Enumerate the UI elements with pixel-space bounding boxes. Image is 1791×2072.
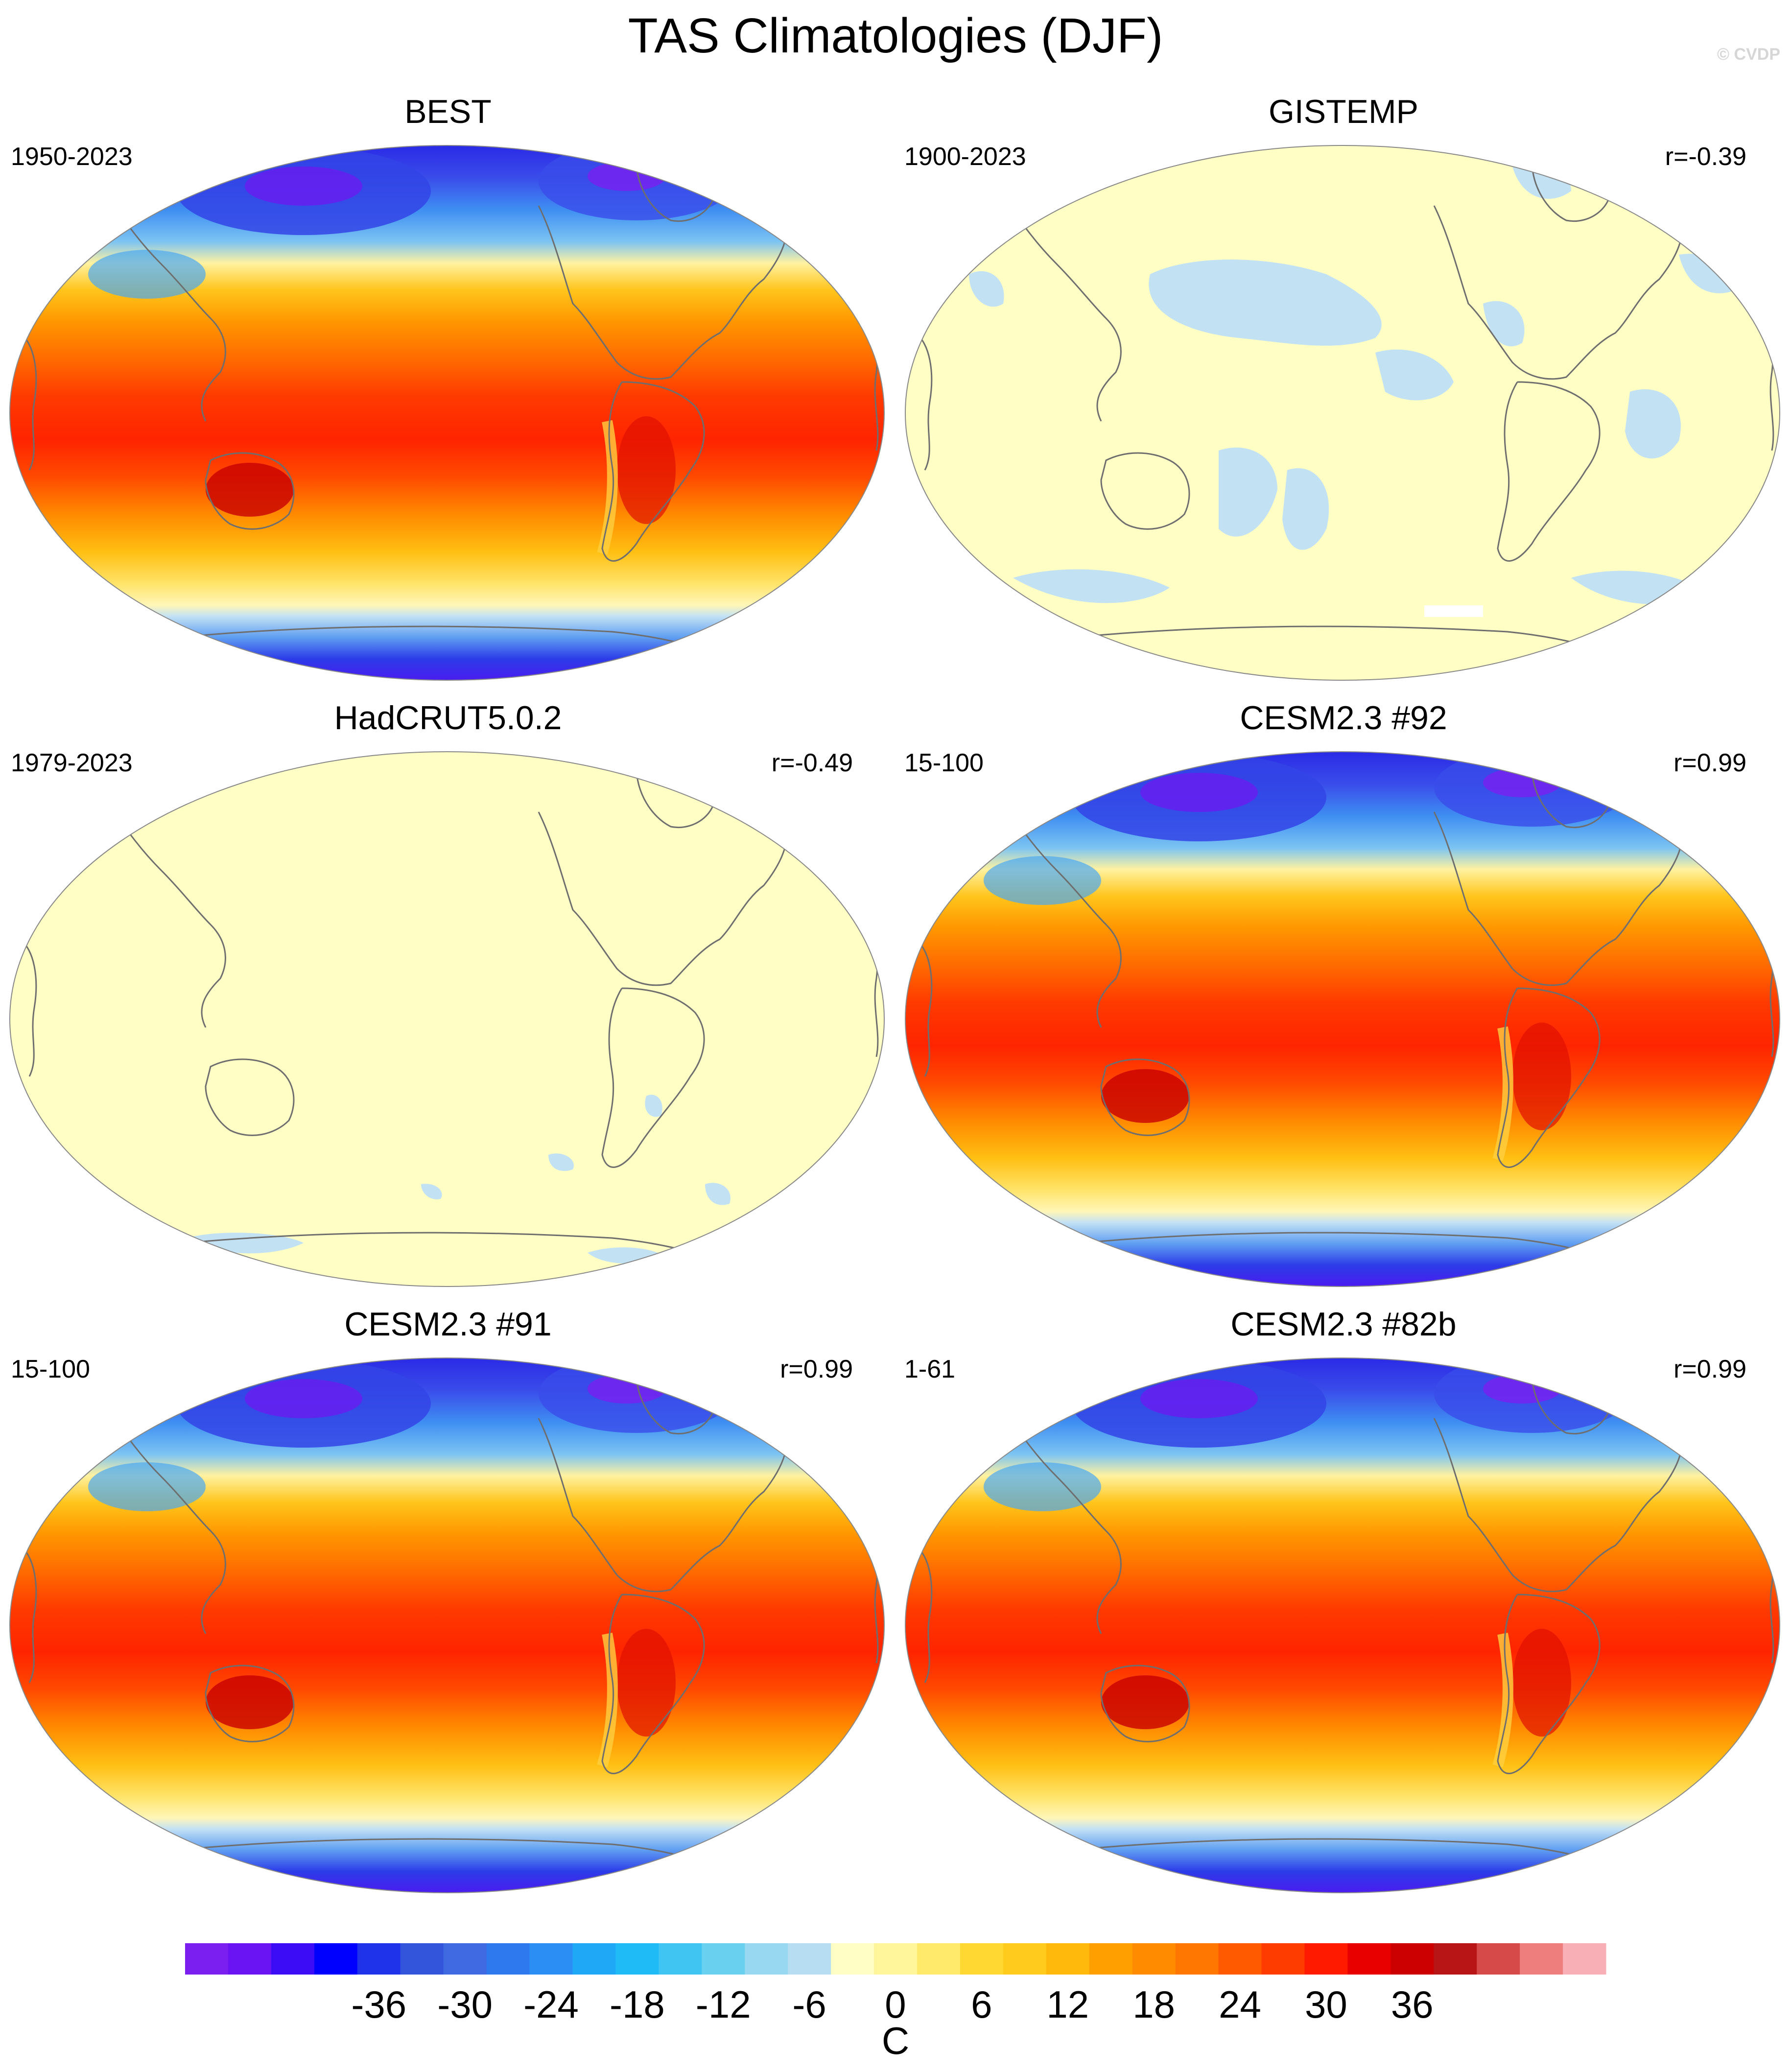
- colorbar-tick-label: 30: [1305, 1983, 1347, 2026]
- colorbar-swatch: [1563, 1943, 1606, 1975]
- colorbar-swatch: [917, 1943, 961, 1975]
- panel-correlation: r=-0.39: [1665, 143, 1746, 171]
- colorbar-swatch: [702, 1943, 745, 1975]
- colorbar-swatch: [1261, 1943, 1305, 1975]
- colorbar-tick-label: 12: [1046, 1983, 1089, 2026]
- colorbar-tick-label: -18: [609, 1983, 665, 2026]
- map-panel-best: BEST 1950-2023: [0, 0, 896, 681]
- colorbar-swatch: [1304, 1943, 1348, 1975]
- colorbar-swatch: [357, 1943, 401, 1975]
- map-panel-cesm-82b: CESM2.3 #82b 1-61 r=0.99: [896, 1213, 1791, 1893]
- colorbar-swatch: [572, 1943, 616, 1975]
- colorbar-unit-label: C: [881, 2019, 910, 2062]
- colorbar-tick-label: -30: [437, 1983, 493, 2026]
- colorbar-swatch: [1046, 1943, 1090, 1975]
- panel-period: 15-100: [904, 749, 984, 777]
- colorbar-swatch: [1520, 1943, 1563, 1975]
- colorbar-swatch: [788, 1943, 831, 1975]
- panel-correlation: r=0.99: [1673, 749, 1746, 777]
- colorbar-swatch: [1003, 1943, 1047, 1975]
- colorbar-swatch: [1132, 1943, 1176, 1975]
- panel-correlation: r=0.99: [780, 1355, 853, 1383]
- panel-correlation: r=-0.49: [771, 749, 853, 777]
- colorbar-tick-label: -6: [792, 1983, 826, 2026]
- map-plot: [905, 751, 1780, 1287]
- colorbar-swatch: [1175, 1943, 1219, 1975]
- colorbar-tick-label: 18: [1132, 1983, 1176, 2026]
- colorbar-swatch: [960, 1943, 1004, 1975]
- colorbar-swatch: [400, 1943, 444, 1975]
- colorbar-swatch: [1477, 1943, 1520, 1975]
- map-panel-hadcrut: HadCRUT5.0.2 1979-2023 r=-0.49: [0, 606, 896, 1287]
- panel-period: 15-100: [11, 1355, 90, 1383]
- colorbar-tick-label: 0: [885, 1983, 906, 2026]
- panel-title: HadCRUT5.0.2: [334, 699, 562, 737]
- colorbar-tick-label: 36: [1390, 1983, 1434, 2026]
- panel-title: CESM2.3 #92: [1240, 699, 1447, 737]
- colorbar-swatch: [1434, 1943, 1477, 1975]
- colorbar-swatch: [1089, 1943, 1133, 1975]
- colorbar-swatch: [314, 1943, 358, 1975]
- colorbar-tick-label: -36: [351, 1983, 407, 2026]
- colorbar-tick-label: -24: [523, 1983, 579, 2026]
- map-panel-cesm-91: CESM2.3 #91 15-100 r=0.99: [0, 1213, 896, 1893]
- colorbar-tick-label: 24: [1219, 1983, 1261, 2026]
- map-plot: [905, 1358, 1780, 1893]
- colorbar-swatch: [831, 1943, 874, 1975]
- panel-period: 1-61: [904, 1355, 956, 1383]
- cvdp-credit: © CVDP: [1717, 45, 1780, 64]
- colorbar-swatch: [1347, 1943, 1391, 1975]
- map-plot: [9, 145, 885, 681]
- colorbar-tick-label: 6: [971, 1983, 992, 2026]
- colorbar-swatch: [271, 1943, 315, 1975]
- panel-period: 1979-2023: [11, 749, 133, 777]
- panel-period: 1900-2023: [904, 143, 1026, 171]
- colorbar-swatch: [486, 1943, 530, 1975]
- colorbar-tick-label: -12: [695, 1983, 751, 2026]
- map-plot: [9, 751, 885, 1287]
- map-panel-gistemp: GISTEMP 1900-2023 r=-0.39: [896, 0, 1791, 681]
- colorbar-swatch: [615, 1943, 659, 1975]
- figure-title: TAS Climatologies (DJF): [628, 8, 1163, 63]
- panel-title: GISTEMP: [1268, 93, 1419, 130]
- panel-title: CESM2.3 #82b: [1230, 1306, 1457, 1343]
- panel-title: CESM2.3 #91: [344, 1306, 552, 1343]
- colorbar-swatch: [228, 1943, 272, 1975]
- map-plot: [905, 145, 1780, 681]
- panel-period: 1950-2023: [11, 143, 133, 171]
- colorbar-swatch: [1390, 1943, 1434, 1975]
- colorbar-swatch: [1218, 1943, 1262, 1975]
- colorbar-swatch: [529, 1943, 573, 1975]
- map-panel-cesm-92: CESM2.3 #92 15-100 r=0.99: [896, 606, 1791, 1287]
- colorbar-swatch: [745, 1943, 788, 1975]
- colorbar-swatch: [659, 1943, 702, 1975]
- map-plot: [9, 1358, 885, 1893]
- panel-title: BEST: [404, 93, 492, 130]
- colorbar-swatch: [185, 1943, 229, 1975]
- colorbar-swatch: [874, 1943, 918, 1975]
- colorbar-swatch: [443, 1943, 487, 1975]
- panel-correlation: r=0.99: [1673, 1355, 1746, 1383]
